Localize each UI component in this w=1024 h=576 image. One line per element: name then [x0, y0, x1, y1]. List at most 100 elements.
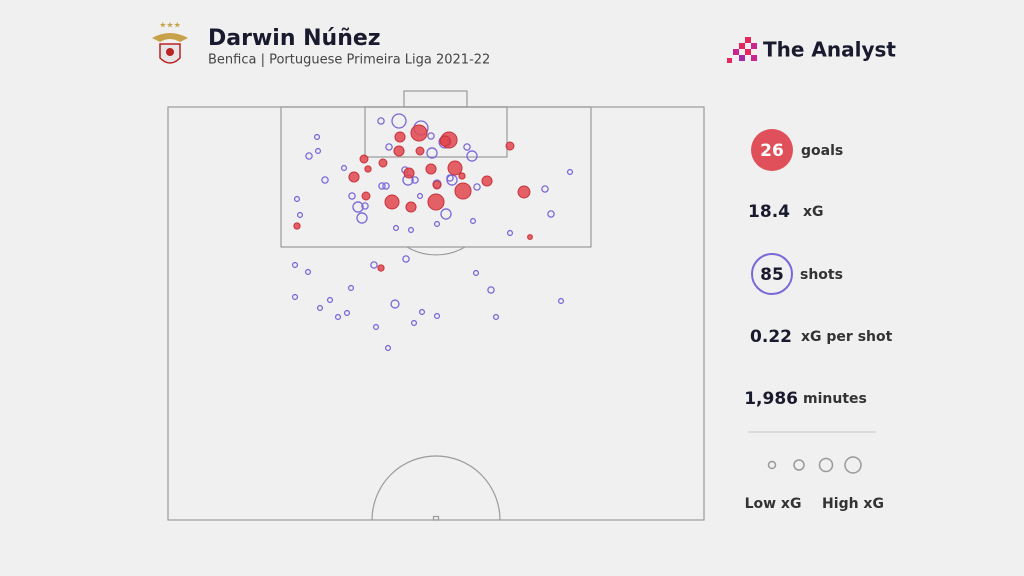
missed-shot — [566, 168, 574, 176]
goal-shot — [384, 194, 400, 210]
missed-shot — [411, 176, 419, 184]
missed-shot — [416, 192, 424, 200]
goal-shot — [361, 191, 371, 201]
missed-shot — [469, 217, 477, 225]
goal-shot — [348, 171, 360, 183]
missed-shot — [378, 182, 386, 190]
size-legend: Low xG High xG — [745, 456, 884, 512]
missed-shot — [291, 293, 299, 301]
missed-shot — [361, 202, 369, 210]
stat-label: xG per shot — [801, 329, 893, 345]
stat-label: goals — [801, 143, 843, 159]
stat-value: 18.4 — [748, 202, 790, 222]
missed-shot — [384, 344, 392, 352]
goals-badge — [751, 129, 793, 171]
missed-shot — [340, 164, 348, 172]
club-crest: ★★★ — [152, 21, 188, 64]
missed-shot — [410, 319, 418, 327]
stat-label: minutes — [803, 391, 867, 407]
missed-shot — [348, 192, 356, 200]
stat-label: shots — [800, 267, 843, 283]
missed-shot — [487, 286, 495, 294]
stat-value: 85 — [760, 265, 784, 285]
missed-shot — [466, 150, 478, 162]
goal-shot — [481, 175, 493, 187]
missed-shot — [473, 183, 481, 191]
goal-shot — [394, 131, 406, 143]
shots-badge — [751, 253, 793, 295]
legend-label: Low xG — [745, 496, 802, 512]
missed-shot — [370, 261, 378, 269]
missed-shot — [541, 185, 549, 193]
goal-shot — [359, 154, 369, 164]
goal-shot — [427, 193, 445, 211]
goal-shot — [405, 201, 417, 213]
goal-shot — [447, 160, 463, 176]
missed-shot — [313, 133, 321, 141]
brand-name: The Analyst — [763, 38, 896, 62]
missed-shot — [506, 229, 514, 237]
missed-shot — [385, 143, 393, 151]
missed-shot — [314, 147, 322, 155]
svg-text:★★★: ★★★ — [159, 21, 181, 30]
missed-shot — [440, 208, 452, 220]
title: Darwin Núñez — [208, 26, 381, 51]
missed-shot — [293, 195, 301, 203]
goal-shot — [505, 141, 515, 151]
goal-shot — [377, 264, 385, 272]
missed-shot — [547, 210, 555, 218]
missed-shot — [390, 299, 400, 309]
missed-shot — [356, 212, 368, 224]
goal-shot — [378, 158, 388, 168]
goal-shot — [527, 234, 533, 240]
missed-shot — [352, 201, 364, 213]
missed-shot — [296, 211, 304, 219]
missed-shot — [305, 152, 313, 160]
brand-logo: The Analyst — [727, 37, 896, 63]
missed-shot — [433, 312, 441, 320]
missed-shot — [391, 113, 407, 129]
goal-shot — [293, 222, 301, 230]
missed-shot — [426, 147, 438, 159]
goal-shot — [415, 146, 425, 156]
goal-shot — [432, 180, 442, 190]
missed-shot — [433, 220, 441, 228]
missed-shot — [334, 313, 342, 321]
missed-shot — [472, 269, 480, 277]
pitch — [167, 90, 705, 521]
missed-shot — [407, 226, 415, 234]
missed-shot — [418, 308, 426, 316]
shots-layer — [291, 113, 574, 352]
missed-shot — [377, 117, 385, 125]
missed-shot — [402, 255, 410, 263]
missed-shot — [372, 323, 380, 331]
missed-shot — [392, 224, 400, 232]
subtitle: Benfica | Portuguese Primeira Liga 2021-… — [208, 53, 490, 68]
missed-shot — [316, 304, 324, 312]
goal-shot — [458, 172, 466, 180]
goal-shot — [425, 163, 437, 175]
stat-value: 26 — [760, 141, 784, 161]
missed-shot — [492, 313, 500, 321]
missed-shot — [291, 261, 299, 269]
missed-shot — [463, 143, 471, 151]
legend-label: High xG — [822, 496, 884, 512]
missed-shot — [347, 284, 355, 292]
goal-shot — [410, 124, 428, 142]
missed-shot — [446, 174, 454, 182]
stat-label: xG — [803, 204, 824, 220]
goal-shot — [439, 135, 451, 147]
goal-shot — [364, 165, 372, 173]
missed-shot — [304, 268, 312, 276]
missed-shot — [343, 309, 351, 317]
missed-shot — [382, 182, 390, 190]
goal-shot — [454, 182, 472, 200]
stat-value: 1,986 — [744, 389, 798, 409]
missed-shot — [326, 296, 334, 304]
stat-value: 0.22 — [750, 327, 792, 347]
missed-shot — [557, 297, 565, 305]
goal-shot — [393, 145, 405, 157]
missed-shot — [321, 176, 329, 184]
